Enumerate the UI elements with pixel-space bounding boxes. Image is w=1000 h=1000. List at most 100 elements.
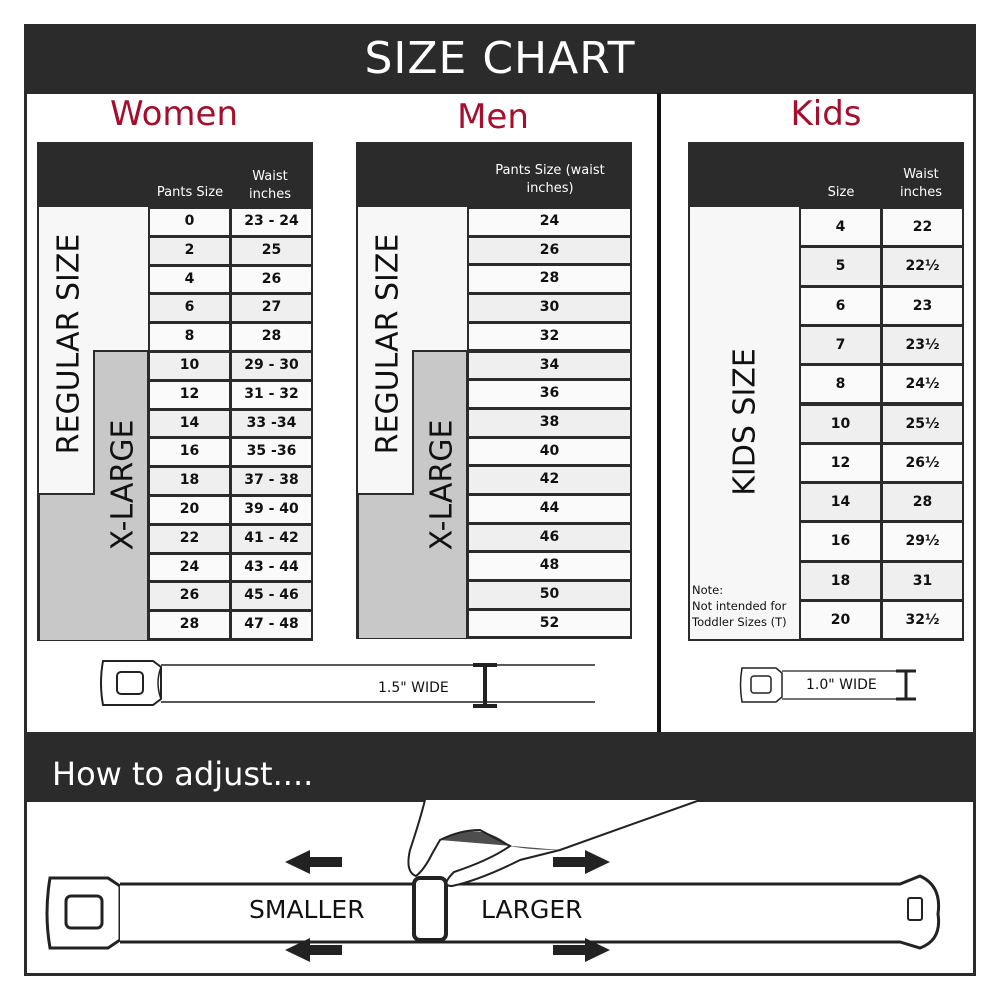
waist-cell: 24½ [883, 366, 962, 403]
size-cell: 30 [469, 295, 630, 321]
waist-cell: 33 -34 [232, 410, 311, 437]
waist-cell: 43 - 44 [232, 554, 311, 581]
size-cell: 40 [469, 438, 630, 465]
waist-cell: 28 [232, 324, 311, 350]
size-cell: 5 [801, 248, 880, 285]
kids-size-table: Size Waist inches KIDS SIZE Note: Not in… [688, 142, 964, 641]
men-heading: Men [457, 97, 529, 137]
table-header: Size Waist inches [690, 144, 962, 207]
kids-heading: Kids [790, 94, 862, 134]
regular-size-label: REGULAR SIZE [370, 233, 406, 455]
size-cell: 7 [801, 326, 880, 364]
waist-cell: 27 [232, 295, 311, 322]
size-cell: 4 [150, 266, 229, 293]
waist-cell: 26 [232, 266, 311, 293]
waist-cell: 25½ [883, 405, 962, 442]
waist-cell: 22 [883, 209, 962, 246]
size-cell: 2 [150, 237, 229, 264]
size-cell: 10 [801, 405, 880, 442]
belt-illustration-kids [739, 667, 916, 703]
size-cell: 24 [469, 209, 630, 235]
table-header: Pants Size Waist inches [39, 144, 311, 207]
toddler-note: Note: Not intended for Toddler Sizes (T) [692, 583, 787, 629]
women-size-table: Pants Size Waist inches REGULAR SIZE X-L… [37, 142, 313, 641]
waist-cell: 35 -36 [232, 439, 311, 466]
size-cell: 28 [469, 266, 630, 293]
kids-belt-width-label: 1.0" WIDE [806, 677, 877, 693]
adjust-belt-illustration [45, 800, 941, 962]
table-header: Pants Size (waist inches) [358, 144, 630, 207]
size-cell: 12 [801, 444, 880, 482]
hand-icon [407, 800, 701, 888]
size-cell: 22 [150, 525, 229, 552]
size-cell: 34 [469, 352, 630, 379]
belt-illustration-wide [100, 660, 595, 708]
size-cell: 6 [801, 287, 880, 324]
size-cell: 10 [150, 353, 229, 379]
arrow-right-icon [553, 850, 610, 962]
size-cell: 46 [469, 524, 630, 551]
size-cell: 18 [801, 562, 880, 599]
width-indicator-icon [896, 669, 916, 701]
size-cell: 4 [801, 209, 880, 246]
waist-cell: 23 - 24 [232, 209, 311, 235]
waist-cell: 29½ [883, 523, 962, 560]
size-cell: 20 [150, 497, 229, 523]
size-cell: 42 [469, 467, 630, 493]
kids-size-label: KIDS SIZE [727, 348, 763, 496]
size-cell: 20 [801, 602, 880, 639]
size-cell: 48 [469, 553, 630, 580]
waist-cell: 28 [883, 484, 962, 521]
size-cell: 52 [469, 610, 630, 637]
women-heading: Women [109, 94, 238, 134]
men-size-table: Pants Size (waist inches) REGULAR SIZE X… [356, 142, 632, 639]
size-cell: 28 [150, 612, 229, 638]
size-cell: 16 [801, 523, 880, 560]
header-waist: Waist inches [248, 169, 291, 202]
waist-cell: 37 - 38 [232, 468, 311, 494]
page-title: SIZE CHART [24, 24, 976, 94]
waist-cell: 41 - 42 [232, 525, 311, 552]
size-cell: 24 [150, 554, 229, 581]
size-cell: 6 [150, 295, 229, 322]
waist-cell: 23½ [883, 326, 962, 364]
waist-cell: 22½ [883, 248, 962, 285]
size-cell: 38 [469, 409, 630, 436]
waist-cell: 31 - 32 [232, 381, 311, 408]
waist-cell: 23 [883, 287, 962, 324]
width-indicator-icon [473, 663, 497, 708]
size-cell: 36 [469, 381, 630, 407]
header-pants-size: Pants Size (waist inches) [495, 163, 605, 196]
waist-cell: 25 [232, 237, 311, 264]
waist-cell: 26½ [883, 444, 962, 482]
size-category-column [358, 207, 468, 639]
header-pants-size: Pants Size [156, 185, 224, 200]
waist-cell: 29 - 30 [232, 353, 311, 379]
size-cell: 12 [150, 381, 229, 408]
size-cell: 14 [150, 410, 229, 437]
belt-slider-icon [412, 876, 448, 942]
waist-cell: 31 [883, 562, 962, 599]
waist-cell: 32½ [883, 602, 962, 639]
size-category-column [39, 207, 149, 641]
header-size: Size [827, 185, 855, 200]
larger-label: LARGER [481, 895, 583, 924]
waist-cell: 39 - 40 [232, 497, 311, 523]
size-cell: 44 [469, 496, 630, 522]
regular-size-label: REGULAR SIZE [51, 233, 87, 455]
waist-cell: 47 - 48 [232, 612, 311, 638]
size-cell: 8 [150, 324, 229, 350]
size-cell: 50 [469, 582, 630, 608]
smaller-label: SMALLER [249, 895, 365, 924]
arrow-left-icon [285, 850, 342, 962]
xlarge-label: X-LARGE [105, 419, 141, 551]
belt-width-label: 1.5" WIDE [378, 680, 449, 696]
size-cell: 26 [469, 237, 630, 264]
size-cell: 18 [150, 468, 229, 494]
size-category-column [690, 207, 799, 639]
size-cell: 14 [801, 484, 880, 521]
xlarge-label: X-LARGE [424, 419, 460, 551]
waist-cell: 45 - 46 [232, 583, 311, 610]
size-cell: 26 [150, 583, 229, 610]
divider [657, 93, 661, 733]
